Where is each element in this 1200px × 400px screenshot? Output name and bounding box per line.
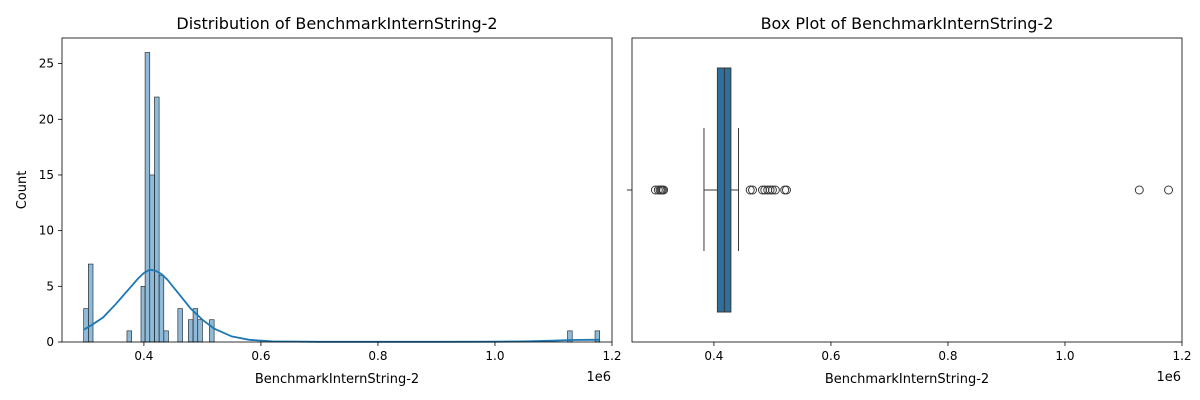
outlier-point (1164, 185, 1174, 195)
outlier-point (748, 185, 758, 195)
histogram-bar (188, 319, 194, 343)
histogram-bar (177, 308, 183, 343)
outlier-point (659, 185, 669, 195)
histogram-bars (83, 52, 601, 343)
histogram-y-ticks: 0 5 10 15 20 25 (39, 57, 62, 349)
y-tick-label: 10 (39, 224, 54, 238)
outlier-point (767, 185, 777, 195)
outlier-point (765, 185, 775, 195)
outlier-point (745, 185, 755, 195)
histogram-bar (163, 330, 169, 343)
boxplot-shapes (650, 67, 1174, 313)
outlier-point (781, 185, 791, 195)
boxplot-panel: Box Plot of BenchmarkInternString-2 0.4 0… (627, 14, 1192, 387)
boxplot-x-label: BenchmarkInternString-2 (825, 372, 989, 387)
boxplot-x-offset: 1e6 (1156, 370, 1181, 385)
histogram-x-offset: 1e6 (586, 370, 611, 385)
boxplot-axes-frame (631, 37, 1183, 343)
histogram-bar (140, 286, 146, 343)
y-tick-label: 15 (39, 168, 54, 182)
x-tick-label: 1.0 (485, 349, 504, 363)
histogram-bar (144, 52, 151, 343)
x-tick-label: 0.6 (821, 349, 840, 363)
boxplot-x-ticks: 0.4 0.6 0.8 1.0 1.2 (704, 342, 1192, 363)
histogram-panel: Distribution of BenchmarkInternString-2 … (15, 14, 622, 387)
x-tick-label: 0.4 (704, 349, 723, 363)
x-tick-label: 1.2 (602, 349, 621, 363)
histogram-bar (158, 274, 165, 343)
y-tick-label: 5 (46, 279, 54, 293)
histogram-title: Distribution of BenchmarkInternString-2 (176, 14, 497, 33)
histogram-bar (83, 308, 89, 343)
y-tick-label: 20 (39, 112, 54, 126)
histogram-axes-frame (61, 37, 613, 343)
outlier-point (1134, 185, 1144, 195)
x-tick-label: 1.0 (1055, 349, 1074, 363)
kde-curve (83, 268, 600, 343)
histogram-bar (149, 174, 155, 343)
histogram-y-label: Count (15, 171, 30, 210)
y-tick-label: 25 (39, 57, 54, 71)
histogram-bar (197, 319, 203, 343)
outlier-point (780, 185, 790, 195)
histogram-bar (88, 263, 94, 343)
x-tick-label: 1.2 (1172, 349, 1191, 363)
histogram-x-label: BenchmarkInternString-2 (255, 372, 419, 387)
x-tick-label: 0.8 (368, 349, 387, 363)
x-tick-label: 0.6 (251, 349, 270, 363)
y-tick-label: 0 (46, 335, 54, 349)
histogram-bar (209, 319, 215, 343)
outlier-point (770, 185, 780, 195)
histogram-bar (126, 330, 132, 343)
x-tick-label: 0.8 (938, 349, 957, 363)
histogram-bar (154, 96, 160, 343)
x-tick-label: 0.4 (134, 349, 153, 363)
boxplot-title: Box Plot of BenchmarkInternString-2 (761, 14, 1054, 33)
histogram-x-ticks: 0.4 0.6 0.8 1.0 1.2 (134, 342, 622, 363)
